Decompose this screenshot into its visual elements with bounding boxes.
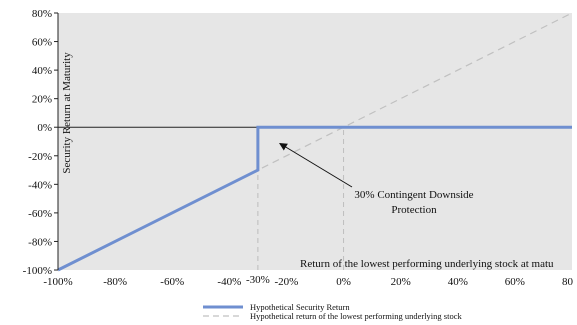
legend-label: Hypothetical Security Return xyxy=(250,302,350,312)
y-tick-label: -20% xyxy=(28,151,52,163)
x-tick-label: 20% xyxy=(391,276,411,288)
x-tick-label: -20% xyxy=(275,276,299,288)
x-tick-label: 80 xyxy=(562,276,574,288)
x-axis-label: Return of the lowest performing underlyi… xyxy=(300,258,554,270)
annotation-line-1: 30% Contingent Downside xyxy=(354,189,473,201)
x-tick-label: -80% xyxy=(103,276,127,288)
y-tick-label: -60% xyxy=(28,208,52,220)
y-tick-label: 0% xyxy=(37,122,52,134)
legend: Hypothetical Security ReturnHypothetical… xyxy=(203,302,462,321)
y-tick-label: 40% xyxy=(32,65,52,77)
y-tick-label: -100% xyxy=(23,265,52,277)
x-tick-label: -100% xyxy=(43,276,72,288)
y-tick-label: 60% xyxy=(32,37,52,49)
y-tick-label: -40% xyxy=(28,179,52,191)
y-tick-label: -80% xyxy=(28,236,52,248)
y-axis-label: Security Return at Maturity xyxy=(61,52,73,174)
annotation-line-2: Protection xyxy=(391,204,437,216)
x-tick-label: -60% xyxy=(160,276,184,288)
x-tick-label: 60% xyxy=(505,276,525,288)
legend-label: Hypothetical return of the lowest perfor… xyxy=(250,311,462,321)
x-tick-label: -30% xyxy=(246,274,270,286)
annotation-arrow xyxy=(279,142,353,188)
x-tick-label: 40% xyxy=(448,276,468,288)
y-tick-label: 80% xyxy=(32,8,52,20)
series-security-line xyxy=(57,125,572,272)
x-tick-label: 0% xyxy=(336,276,351,288)
x-tick-label: -40% xyxy=(217,276,241,288)
y-tick-label: 20% xyxy=(32,94,52,106)
